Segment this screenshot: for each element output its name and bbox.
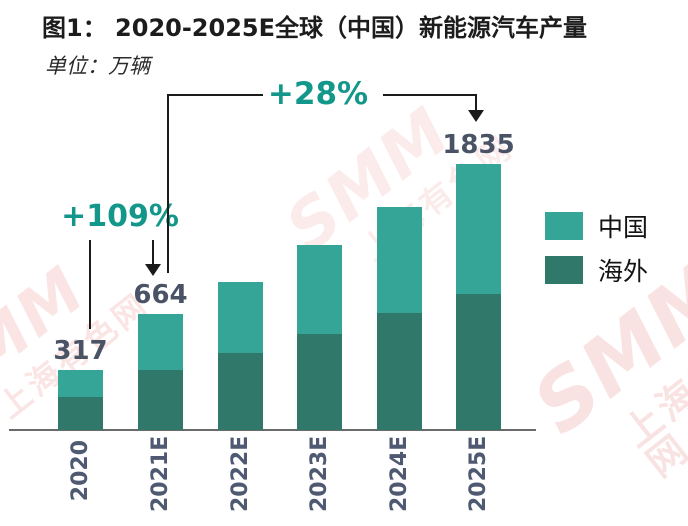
legend-item-china: 中国 bbox=[545, 208, 648, 244]
bar-segment-china bbox=[218, 281, 263, 353]
growth-28-top-line-left bbox=[167, 94, 263, 96]
bar-2025E bbox=[456, 163, 501, 430]
x-axis-label-2024E: 2024E bbox=[386, 435, 412, 512]
growth-28-top-line-right bbox=[383, 94, 477, 96]
bar-segment-overseas bbox=[218, 352, 263, 430]
legend-label-china: 中国 bbox=[598, 213, 649, 242]
x-axis-label-2021E: 2021E bbox=[147, 435, 173, 512]
bar-2020 bbox=[58, 369, 103, 430]
bar-segment-china bbox=[456, 163, 501, 294]
bar-segment-china bbox=[58, 369, 103, 397]
bar-segment-china bbox=[377, 206, 422, 313]
value-label-2021E: 664 bbox=[133, 280, 188, 310]
legend-item-overseas: 海外 bbox=[545, 252, 648, 288]
unit-label: 单位：万辆 bbox=[45, 54, 150, 78]
bar-segment-overseas bbox=[456, 293, 501, 430]
growth-28-label: +28% bbox=[267, 76, 369, 112]
legend-swatch-overseas bbox=[545, 256, 583, 284]
legend-label-overseas: 海外 bbox=[598, 257, 649, 286]
growth-28-left-leg bbox=[167, 95, 169, 273]
growth-109-label: +109% bbox=[61, 199, 179, 234]
x-axis-label-2020: 2020 bbox=[67, 440, 93, 502]
bar-segment-overseas bbox=[138, 369, 183, 430]
bar-segment-china bbox=[138, 313, 183, 370]
x-axis-label-2023E: 2023E bbox=[306, 435, 332, 512]
bar-2021E bbox=[138, 313, 183, 430]
growth-28-right-leg bbox=[475, 94, 477, 112]
growth-109-arrowhead-icon bbox=[145, 264, 161, 276]
value-label-2025E: 1835 bbox=[442, 130, 515, 160]
bar-2022E bbox=[218, 281, 263, 430]
bar-segment-overseas bbox=[58, 396, 103, 430]
x-axis-label-2022E: 2022E bbox=[227, 435, 253, 512]
value-label-2020: 317 bbox=[53, 336, 108, 366]
bar-2024E bbox=[377, 206, 422, 430]
bar-segment-overseas bbox=[297, 333, 342, 430]
growth-109-arrow-shaft bbox=[152, 240, 154, 266]
bar-segment-china bbox=[297, 244, 342, 334]
x-axis-label-2025E: 2025E bbox=[465, 435, 491, 512]
bar-segment-overseas bbox=[377, 312, 422, 430]
bar-2023E bbox=[297, 244, 342, 430]
growth-109-connector-line bbox=[89, 240, 91, 329]
growth-28-arrowhead-icon bbox=[468, 110, 484, 122]
x-axis-line bbox=[9, 429, 536, 431]
legend-swatch-china bbox=[545, 212, 583, 240]
chart-title: 图1： 2020-2025E全球（中国）新能源汽车产量 bbox=[42, 14, 588, 42]
